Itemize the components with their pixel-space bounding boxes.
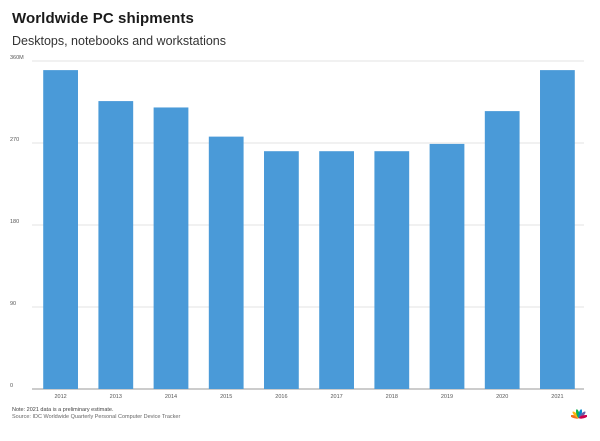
x-tick-label: 2014	[165, 394, 177, 400]
chart-subtitle: Desktops, notebooks and workstations	[12, 34, 227, 48]
y-tick-label: 360M	[10, 55, 24, 61]
bar-2016	[264, 151, 299, 389]
bar-2017	[319, 151, 354, 389]
logo-feather	[578, 414, 587, 419]
x-tick-label: 2015	[220, 394, 232, 400]
x-tick-label: 2021	[551, 394, 563, 400]
y-tick-label: 270	[10, 137, 19, 143]
x-tick-label: 2018	[386, 394, 398, 400]
bar-2020	[484, 111, 520, 389]
bar-2014	[153, 107, 189, 389]
bar-2018	[374, 151, 410, 389]
y-tick-label: 0	[10, 383, 13, 389]
x-tick-label: 2012	[54, 394, 66, 400]
y-axis-ticks: 0 90 180 270 360M	[10, 55, 24, 389]
x-axis-ticks: 2012 2013 2014 2015 2016 2017 2018 2019 2020 2021	[54, 394, 563, 400]
x-tick-label: 2016	[275, 394, 287, 400]
bars	[43, 70, 575, 389]
chart-title: Worldwide PC shipments	[12, 10, 194, 27]
bar-2013	[98, 101, 134, 389]
bar-2012	[43, 70, 78, 389]
y-tick-label: 180	[10, 219, 19, 225]
footnote: Note: 2021 data is a preliminary estimat…	[12, 407, 114, 413]
bar-2021	[540, 70, 575, 389]
x-tick-label: 2013	[110, 394, 122, 400]
logo-feather	[571, 414, 580, 419]
bar-2015	[208, 136, 244, 389]
logo-feather	[578, 409, 583, 419]
x-tick-label: 2017	[330, 394, 342, 400]
peacock-logo-icon	[571, 409, 587, 419]
x-tick-label: 2020	[496, 394, 508, 400]
source-note: Source: IDC Worldwide Quarterly Personal…	[12, 414, 181, 420]
y-tick-label: 90	[10, 301, 16, 307]
bar-2019	[429, 143, 465, 389]
x-tick-label: 2019	[441, 394, 453, 400]
